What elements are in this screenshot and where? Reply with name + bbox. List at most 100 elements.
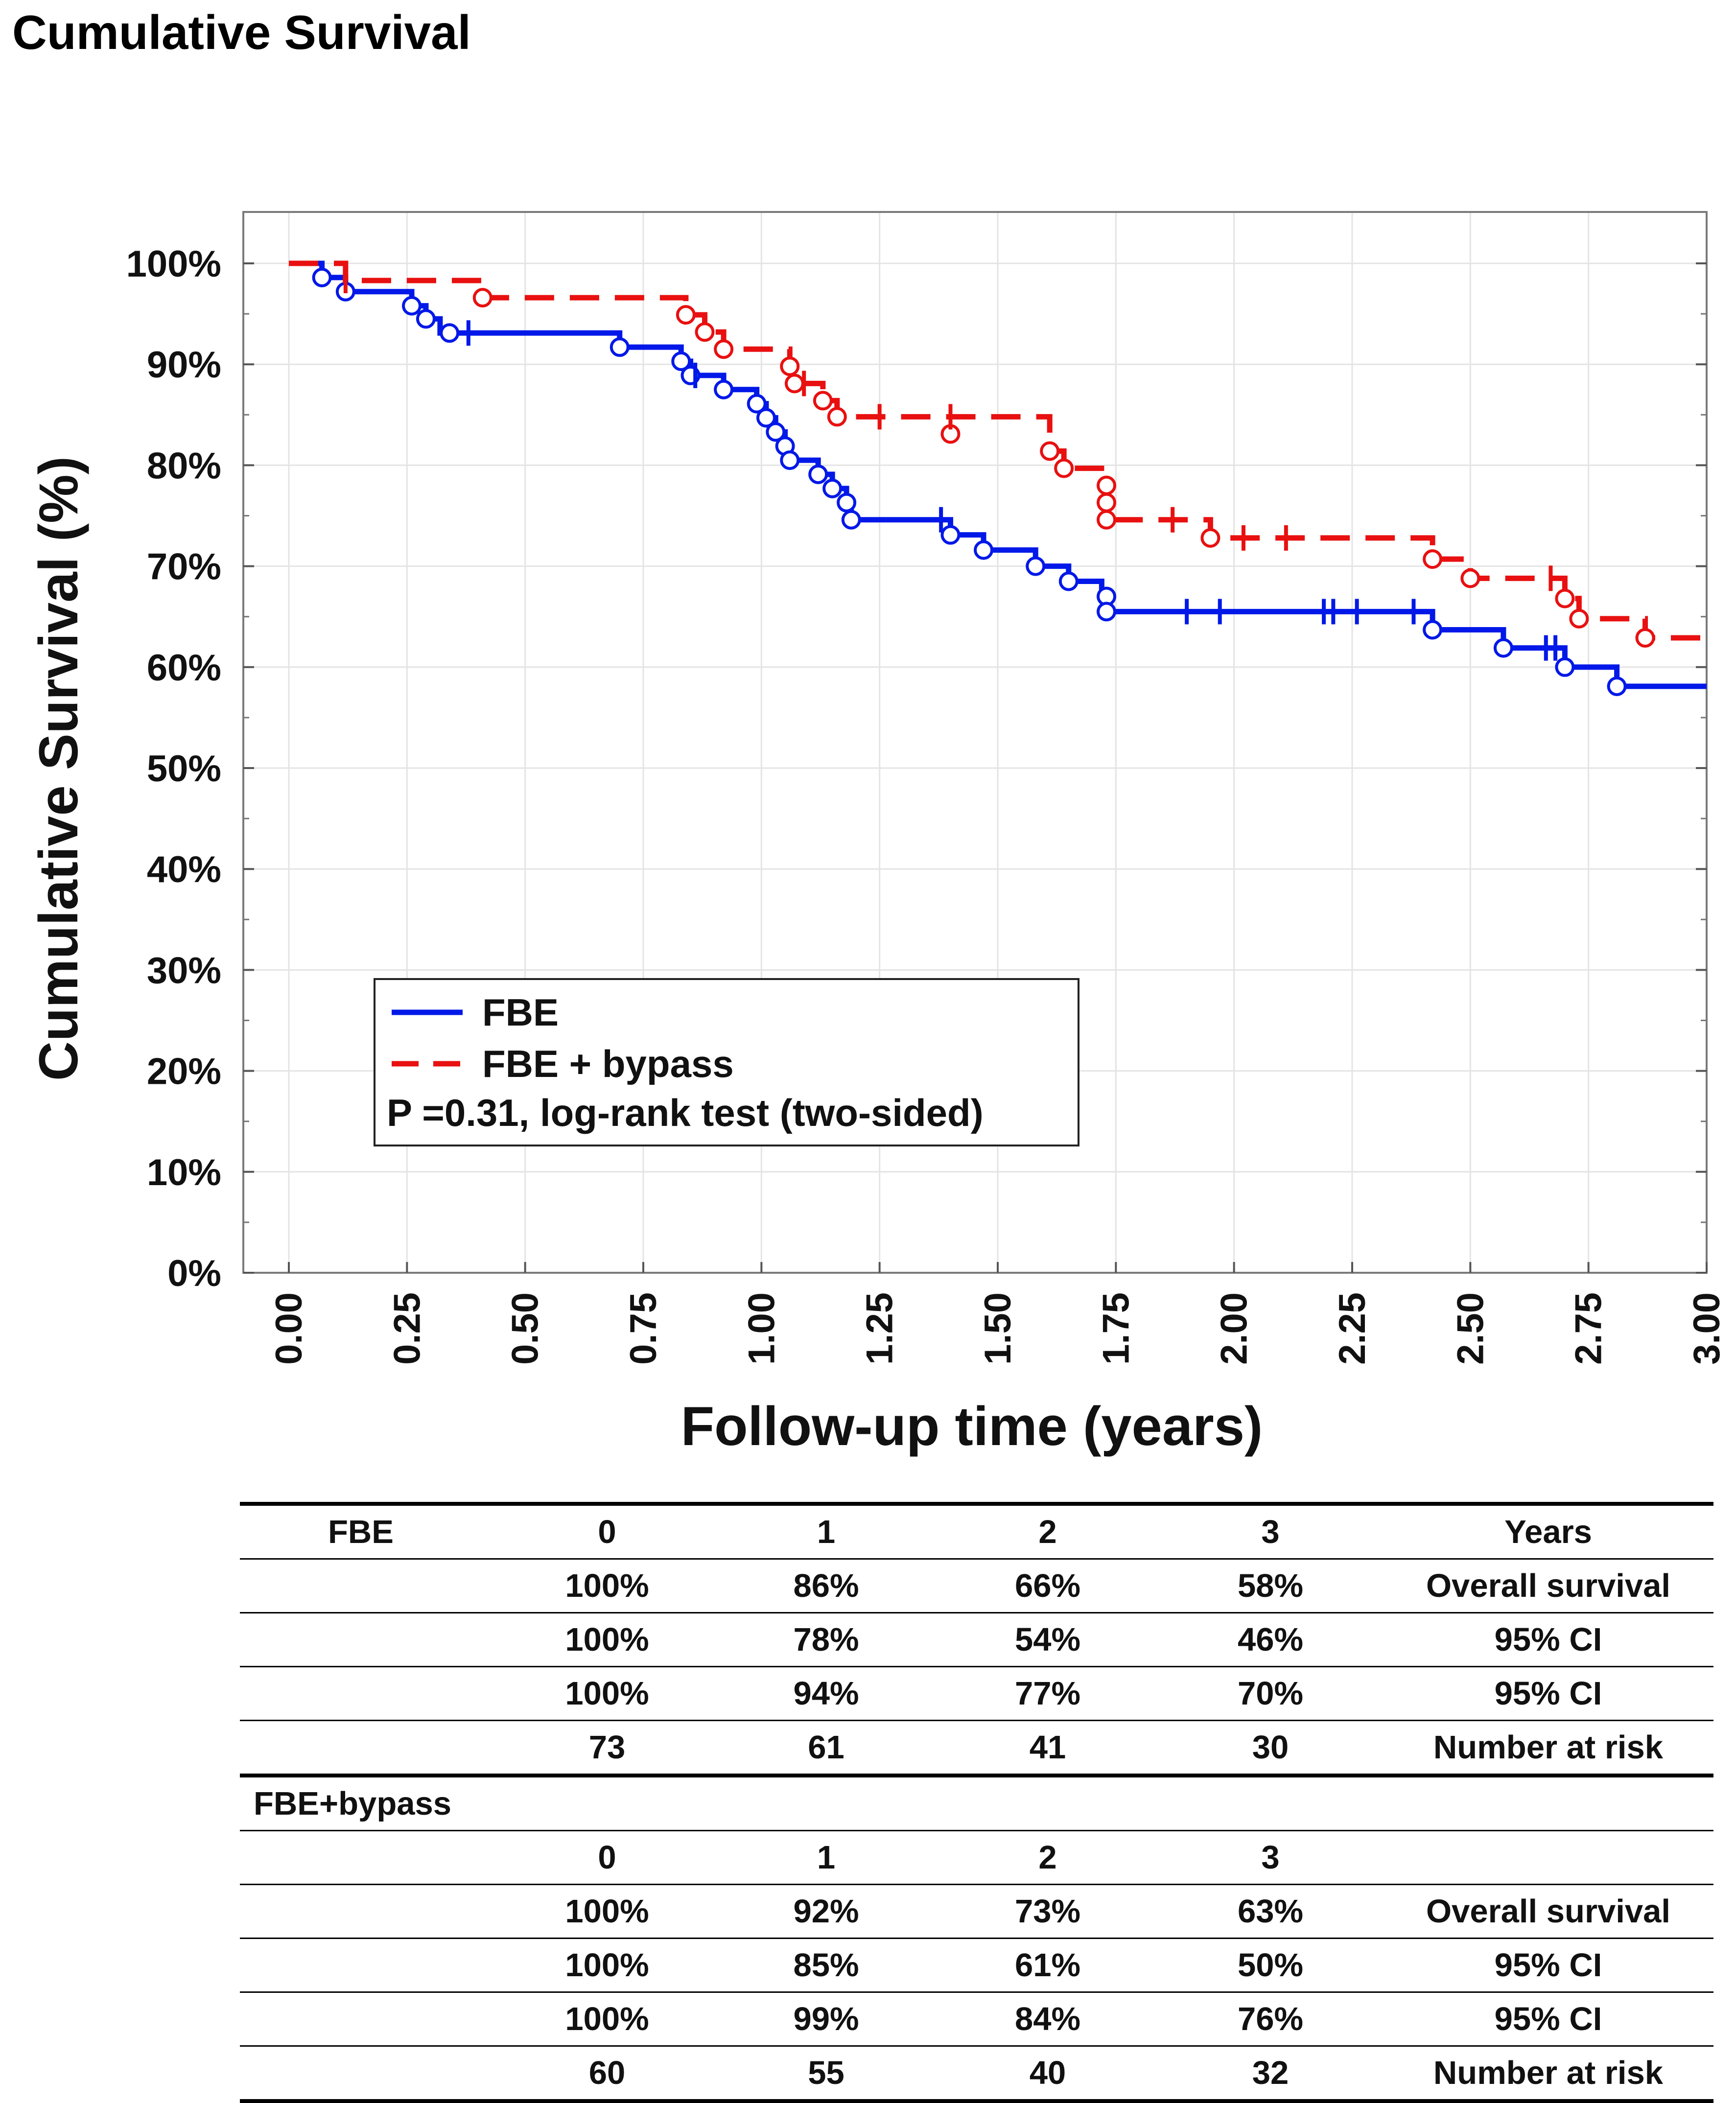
- x-tick-label: 2.25: [1332, 1292, 1373, 1365]
- event-marker: [1460, 568, 1480, 588]
- group-name: FBE: [240, 1502, 499, 1559]
- table-cell: 76%: [1158, 1991, 1383, 2046]
- legend-box: [374, 978, 1079, 1146]
- y-tick-label: 10%: [147, 1152, 221, 1193]
- x-tick-label: 1.25: [859, 1292, 901, 1365]
- table-cell: 78%: [715, 1612, 938, 1667]
- table-cell: 100%: [499, 1666, 715, 1721]
- table-cell: 0: [499, 1830, 715, 1885]
- event-marker: [1555, 588, 1575, 608]
- x-tick-label: 0.00: [268, 1292, 310, 1365]
- table-cell: 61: [715, 1720, 938, 1776]
- table-cell: 0: [499, 1502, 715, 1559]
- table-row: 60 55 40 32 Number at risk: [240, 2045, 1713, 2103]
- event-marker: [1493, 638, 1513, 658]
- x-tick-label: 0.75: [623, 1292, 664, 1365]
- row-label: Years: [1383, 1502, 1713, 1559]
- table-row: 73 61 41 30 Number at risk: [240, 1720, 1713, 1776]
- legend-label: FBE: [482, 991, 559, 1034]
- x-tick-label: 0.25: [386, 1292, 428, 1365]
- y-tick-label: 30%: [147, 950, 221, 991]
- table-cell: 73: [499, 1720, 715, 1776]
- event-marker: [813, 391, 833, 411]
- row-label: 95% CI: [1383, 1991, 1713, 2046]
- row-label: Overall survival: [1383, 1884, 1713, 1939]
- row-label: 95% CI: [1383, 1666, 1713, 1721]
- event-marker: [676, 305, 696, 325]
- table-cell: 100%: [499, 1884, 715, 1939]
- event-marker: [312, 267, 332, 287]
- event-marker: [610, 337, 630, 357]
- event-marker: [1097, 602, 1117, 622]
- event-marker: [974, 540, 994, 560]
- event-marker: [401, 296, 422, 316]
- event-marker: [1423, 620, 1443, 640]
- table-cell: 94%: [715, 1666, 938, 1721]
- legend: FBE FBE + bypass P =0.31, log-rank test (t…: [374, 978, 1079, 1146]
- y-axis-title: Cumulative Survival (%): [28, 456, 89, 1081]
- x-tick-label: 0.50: [505, 1292, 546, 1365]
- series-fbe: [289, 260, 1707, 696]
- legend-label: FBE + bypass: [482, 1042, 734, 1085]
- km-chart: 0% 10% 20% 30% 40% 50% 60% 70% 80% 90% 100% 0.00 0.2…: [28, 211, 1728, 1457]
- table-cell: 84%: [938, 1991, 1158, 2046]
- event-marker: [756, 408, 776, 428]
- table-cell: 3: [1158, 1502, 1383, 1559]
- table-row: FBE 0 1 2 3 Years: [240, 1502, 1713, 1559]
- event-marker: [1635, 628, 1655, 648]
- table-cell: 55: [715, 2045, 938, 2103]
- table-cell: 92%: [715, 1884, 938, 1939]
- x-tick-label: 1.00: [741, 1292, 782, 1365]
- table-cell: 100%: [499, 1558, 715, 1613]
- y-tick-label: 80%: [147, 445, 221, 487]
- row-label: 95% CI: [1383, 1612, 1713, 1667]
- table-cell: 1: [715, 1502, 938, 1559]
- event-marker: [827, 407, 847, 427]
- x-tick-label: 1.50: [977, 1292, 1019, 1365]
- table-cell: 66%: [938, 1558, 1158, 1613]
- event-marker: [841, 510, 861, 530]
- table-cell: 73%: [938, 1884, 1158, 1939]
- table-cell: 60: [499, 2045, 715, 2103]
- y-tick-label: 20%: [147, 1051, 221, 1093]
- table-cell: 86%: [715, 1558, 938, 1613]
- table-cell: 2: [938, 1502, 1158, 1559]
- row-label: 95% CI: [1383, 1938, 1713, 1992]
- event-marker: [808, 464, 828, 484]
- table-cell: 1: [715, 1830, 938, 1885]
- event-marker: [1040, 441, 1060, 461]
- event-marker: [1097, 510, 1117, 530]
- table-cell: 100%: [499, 1612, 715, 1667]
- event-marker: [1555, 657, 1575, 677]
- x-tick-label: 2.50: [1450, 1292, 1491, 1365]
- page-title: Cumulative Survival: [12, 5, 471, 59]
- event-marker: [472, 288, 493, 308]
- event-marker: [1026, 556, 1046, 576]
- event-marker: [1423, 549, 1443, 569]
- x-tick-label: 3.00: [1686, 1292, 1728, 1365]
- table-cell: 40: [938, 2045, 1158, 2103]
- table-cell: 50%: [1158, 1938, 1383, 1992]
- y-tick-label: 70%: [147, 546, 221, 588]
- group-name: FBE+bypass: [240, 1774, 499, 1831]
- series-fbe-bypass: [289, 260, 1707, 648]
- table-cell: 46%: [1158, 1612, 1383, 1667]
- event-marker: [1607, 676, 1627, 696]
- survival-table: FBE 0 1 2 3 Years 100% 86% 66% 58% Overa…: [240, 1502, 1713, 2103]
- table-cell: 41: [938, 1720, 1158, 1776]
- table-row: 100% 99% 84% 76% 95% CI: [240, 1991, 1713, 2046]
- event-marker: [1058, 571, 1079, 591]
- x-tick-label: 1.75: [1095, 1292, 1137, 1365]
- y-tick-label: 60%: [147, 647, 221, 689]
- event-marker: [671, 351, 691, 372]
- event-marker: [822, 478, 843, 498]
- x-axis-title: Follow-up time (years): [681, 1396, 1263, 1457]
- event-marker: [416, 309, 436, 329]
- table-cell: 70%: [1158, 1666, 1383, 1721]
- event-marker: [940, 525, 961, 545]
- table-cell: 30: [1158, 1720, 1383, 1776]
- event-marker: [1097, 475, 1117, 495]
- table-cell: 58%: [1158, 1558, 1383, 1613]
- table-cell: 85%: [715, 1938, 938, 1992]
- table-cell: 61%: [938, 1938, 1158, 1992]
